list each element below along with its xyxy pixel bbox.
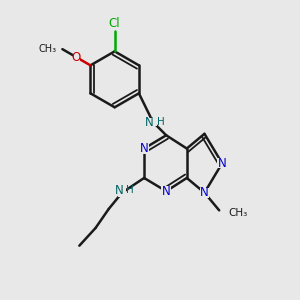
Text: O: O bbox=[72, 51, 81, 64]
Text: H: H bbox=[157, 117, 165, 127]
FancyBboxPatch shape bbox=[161, 186, 171, 196]
FancyBboxPatch shape bbox=[118, 188, 126, 197]
FancyBboxPatch shape bbox=[218, 158, 227, 168]
Text: N: N bbox=[200, 186, 209, 199]
Text: N: N bbox=[162, 185, 171, 198]
Text: N: N bbox=[140, 142, 148, 155]
Text: N: N bbox=[145, 116, 154, 128]
Text: H: H bbox=[126, 185, 134, 195]
FancyBboxPatch shape bbox=[149, 118, 157, 126]
Text: N: N bbox=[218, 157, 226, 170]
Text: N: N bbox=[115, 184, 124, 197]
FancyBboxPatch shape bbox=[200, 188, 209, 198]
Text: Cl: Cl bbox=[109, 17, 121, 30]
FancyBboxPatch shape bbox=[140, 143, 149, 154]
Text: CH₃: CH₃ bbox=[228, 208, 247, 218]
Text: CH₃: CH₃ bbox=[38, 44, 56, 54]
FancyBboxPatch shape bbox=[73, 53, 80, 62]
